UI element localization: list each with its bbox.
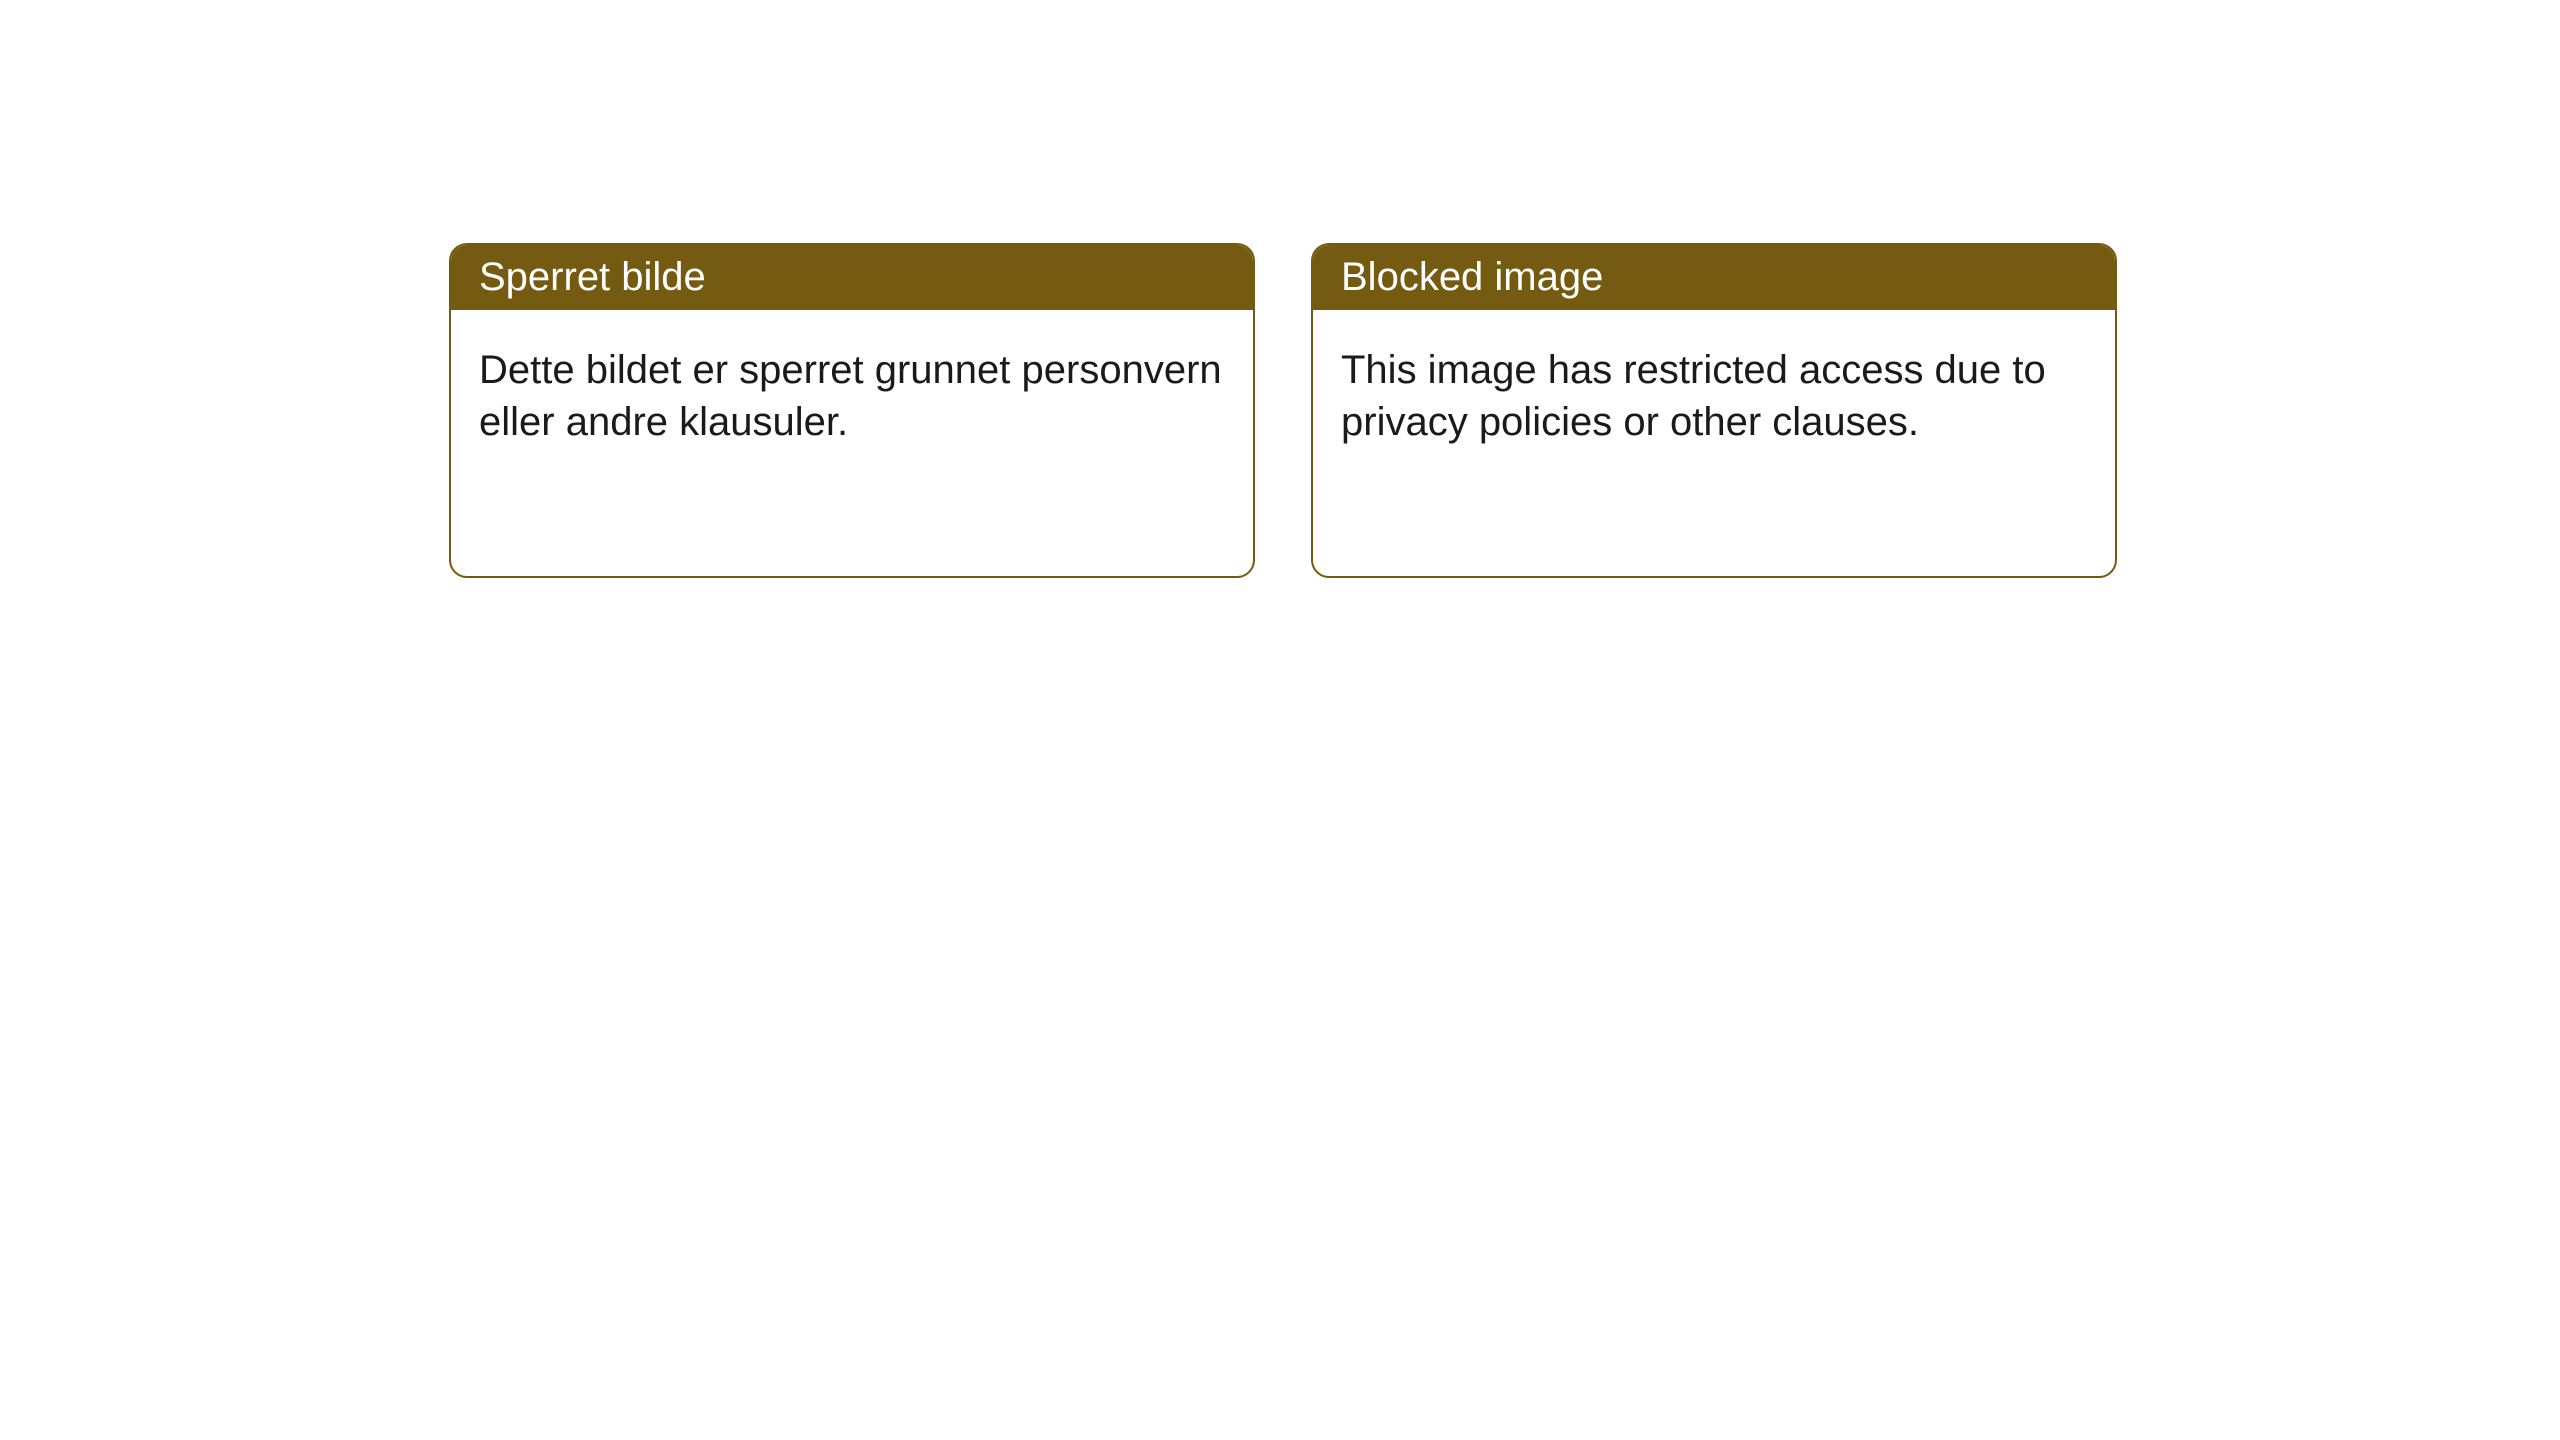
card-title: Blocked image	[1341, 255, 1603, 299]
notice-card-english: Blocked image This image has restricted …	[1311, 243, 2117, 578]
card-header: Blocked image	[1313, 245, 2115, 310]
card-header: Sperret bilde	[451, 245, 1253, 310]
card-title: Sperret bilde	[479, 255, 706, 299]
card-body-text: This image has restricted access due to …	[1341, 348, 2046, 444]
card-body: Dette bildet er sperret grunnet personve…	[451, 310, 1253, 482]
card-body: This image has restricted access due to …	[1313, 310, 2115, 482]
notice-cards-container: Sperret bilde Dette bildet er sperret gr…	[0, 0, 2560, 578]
notice-card-norwegian: Sperret bilde Dette bildet er sperret gr…	[449, 243, 1255, 578]
card-body-text: Dette bildet er sperret grunnet personve…	[479, 348, 1222, 444]
